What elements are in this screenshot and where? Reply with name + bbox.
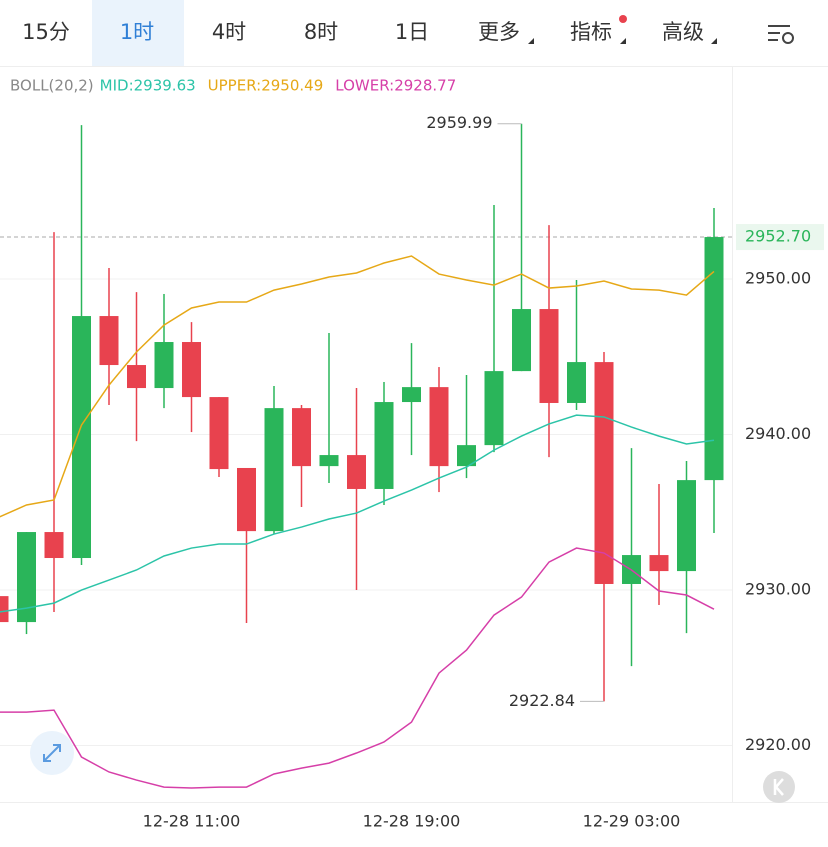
tab-selected-bg: [92, 0, 184, 66]
candle-body: [154, 342, 174, 389]
x-tick-label: 12-28 11:00: [143, 812, 241, 831]
badge-dot: [619, 15, 627, 23]
plot: 2959.99 2922.84: [0, 113, 724, 789]
candle-body: [704, 237, 724, 481]
band-line: [0, 414, 715, 613]
tab[interactable]: 更多: [478, 20, 520, 44]
candle-body: [402, 387, 421, 403]
candle-body: [512, 309, 531, 372]
candle-body: [72, 316, 91, 559]
expand-icon: [43, 744, 61, 762]
candle-body: [0, 596, 9, 623]
candle-body: [594, 362, 614, 584]
x-tick-label: 12-29 03:00: [583, 812, 681, 831]
candle-body: [127, 365, 146, 389]
y-tick-label: 2940.00: [745, 424, 811, 443]
candle-body: [677, 480, 696, 572]
candle-body: [457, 445, 476, 467]
candle-body: [209, 397, 229, 470]
tab[interactable]: 4时: [212, 20, 246, 44]
reset-button[interactable]: [763, 771, 795, 803]
tab[interactable]: 高级: [662, 20, 704, 44]
tab[interactable]: 指标: [570, 20, 612, 44]
y-tick-label: 2920.00: [745, 735, 811, 754]
candle-body: [264, 408, 284, 532]
last-price-label: 2952.70: [745, 227, 811, 246]
candle-body: [182, 342, 201, 398]
band-line: [0, 547, 715, 789]
tab[interactable]: 15分: [22, 20, 70, 44]
candle-body: [44, 532, 64, 559]
candle-body: [374, 402, 394, 489]
dropdown-arrow: [528, 38, 534, 44]
candle-body: [484, 371, 504, 446]
y-tick-label: 2950.00: [745, 269, 811, 288]
candle-body: [539, 309, 559, 403]
y-tick-label: 2930.00: [745, 580, 811, 599]
legend-entry: LOWER:2928.77: [335, 77, 456, 95]
candle-body: [429, 387, 449, 467]
annotation: 2922.84: [509, 691, 575, 710]
candle-body: [237, 467, 256, 532]
candle-body: [319, 455, 339, 467]
dropdown-arrow: [711, 38, 717, 44]
tab[interactable]: 8时: [304, 20, 338, 44]
candle-body: [567, 362, 586, 403]
candle-body: [649, 555, 669, 572]
tab[interactable]: 1日: [395, 20, 429, 44]
x-tick-label: 12-28 19:00: [363, 812, 461, 831]
legend-entry: MID:2939.63: [100, 77, 196, 95]
tab[interactable]: 1时: [120, 20, 154, 44]
band-line: [0, 255, 715, 518]
indicator-label: BOLL(20,2): [10, 77, 94, 95]
reset-icon: [773, 778, 784, 796]
candle-body: [292, 408, 311, 467]
candle-body: [17, 532, 36, 623]
candle-body: [99, 316, 119, 366]
legend: BOLL(20,2) MID:2939.63 UPPER:2950.49 LOWER…: [10, 77, 456, 95]
grid: [0, 236, 732, 747]
axes: 2920.00 2930.00 2940.00 2950.00 12-28 11:00 1…: [143, 224, 824, 831]
legend-entry: UPPER:2950.49: [208, 77, 324, 95]
candle-body: [347, 455, 366, 489]
settings-icon[interactable]: [768, 25, 794, 44]
dropdown-arrow: [620, 38, 626, 44]
last-price-box: [736, 224, 824, 251]
annotation: 2959.99: [426, 113, 492, 132]
